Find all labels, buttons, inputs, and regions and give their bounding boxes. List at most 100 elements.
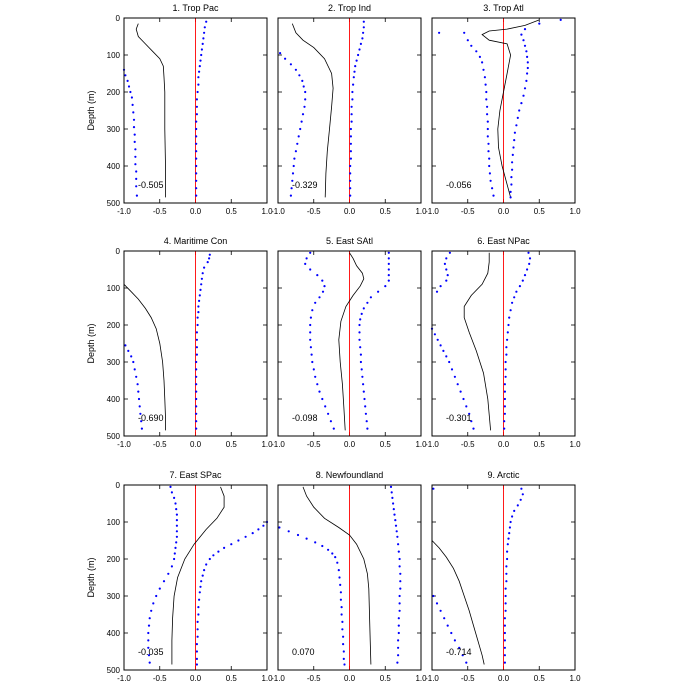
- x-tick-label: 1.0: [569, 207, 581, 216]
- lower-bound-dot: [147, 631, 150, 635]
- upper-bound-dot: [195, 650, 198, 653]
- upper-bound-dot: [359, 42, 362, 46]
- upper-bound-dot: [195, 663, 198, 666]
- upper-bound-dot: [195, 142, 198, 145]
- lower-bound-dot: [439, 609, 442, 612]
- upper-bound-dot: [200, 53, 203, 57]
- lower-bound-dot: [134, 155, 137, 158]
- lower-bound-dot: [439, 285, 442, 288]
- upper-bound-dot: [538, 22, 541, 25]
- lower-bound-dot: [175, 508, 178, 511]
- correlation-value: -0.035: [138, 647, 164, 657]
- lower-bound-dot: [298, 74, 301, 77]
- x-tick-label: 1.0: [261, 440, 273, 449]
- mean-profile-line: [302, 486, 372, 665]
- x-tick-label: -0.5: [307, 207, 321, 216]
- y-tick-label: 400: [107, 162, 121, 171]
- upper-bound-dot: [200, 283, 203, 286]
- upper-bound-dot: [393, 513, 396, 516]
- upper-bound-dot: [510, 515, 514, 518]
- upper-bound-dot: [525, 50, 528, 53]
- lower-bound-dot: [466, 39, 469, 42]
- x-tick-label: 0.5: [380, 440, 392, 449]
- upper-bound-dot: [349, 179, 352, 182]
- upper-bound-dot: [262, 524, 265, 527]
- lower-bound-dot: [492, 194, 495, 197]
- upper-bound-dot: [223, 546, 226, 550]
- upper-bound-dot: [358, 323, 361, 327]
- upper-bound-dot: [354, 65, 357, 68]
- upper-bound-dot: [518, 109, 521, 112]
- lower-bound-dot: [339, 598, 342, 601]
- x-tick-label: 1.0: [415, 207, 427, 216]
- upper-bound-dot: [257, 528, 260, 531]
- lower-bound-dot: [332, 427, 335, 430]
- lower-bound-dot: [327, 548, 330, 551]
- lower-bound-dot: [463, 31, 466, 34]
- lower-bound-dot: [135, 194, 138, 197]
- lower-bound-dot: [462, 397, 465, 401]
- upper-bound-dot: [195, 390, 198, 393]
- lower-bound-dot: [173, 557, 176, 561]
- lower-bound-dot: [341, 620, 344, 624]
- upper-bound-dot: [352, 76, 355, 79]
- lower-bound-dot: [486, 113, 489, 116]
- lower-bound-dot: [486, 135, 489, 138]
- panel-frame: [277, 17, 422, 204]
- upper-bound-dot: [349, 187, 352, 190]
- lower-bound-dot: [450, 368, 454, 371]
- lower-bound-dot: [321, 544, 324, 548]
- x-tick-label: -1.0: [271, 440, 285, 449]
- upper-bound-dot: [398, 565, 401, 568]
- lower-bound-dot: [486, 120, 489, 123]
- y-tick-label: 100: [107, 51, 121, 60]
- lower-bound-dot: [297, 135, 300, 138]
- y-axis-label: Depth (m): [86, 557, 96, 597]
- panel-2: 2. Trop Ind -1.0 -0.5 0.0 0.5 1.0 -0.329: [271, 3, 427, 216]
- lower-bound-dot: [150, 609, 153, 612]
- panel-title: 4. Maritime Con: [164, 236, 228, 246]
- lower-bound-dot: [135, 185, 138, 188]
- upper-bound-dot: [205, 20, 208, 23]
- upper-bound-dot: [509, 196, 512, 199]
- upper-bound-dot: [520, 33, 523, 36]
- lower-bound-dot: [472, 427, 475, 430]
- upper-bound-dot: [377, 290, 380, 293]
- upper-bound-dot: [195, 383, 198, 386]
- panel-8: 8. Newfoundland -1.0 -0.5 0.0 0.5 1.0 0.070: [271, 470, 427, 683]
- mean-profile-line: [123, 284, 166, 431]
- lower-bound-dot: [329, 420, 332, 423]
- lower-bound-dot: [296, 142, 299, 145]
- upper-bound-dot: [196, 628, 199, 631]
- y-tick-label: 400: [107, 629, 121, 638]
- upper-bound-dot: [195, 98, 198, 101]
- upper-bound-dot: [398, 557, 401, 561]
- upper-bound-dot: [503, 646, 506, 649]
- upper-bound-dot: [197, 606, 200, 609]
- upper-bound-dot: [195, 360, 198, 364]
- upper-bound-dot: [513, 131, 517, 134]
- panel-title: 5. East SAtl: [326, 236, 373, 246]
- lower-bound-dot: [309, 268, 312, 271]
- x-tick-label: 0.0: [344, 674, 356, 683]
- upper-bound-dot: [365, 420, 368, 423]
- upper-bound-dot: [203, 31, 206, 34]
- lower-bound-dot: [134, 148, 137, 151]
- lower-bound-dot: [291, 172, 295, 175]
- upper-bound-dot: [350, 105, 353, 108]
- upper-bound-dot: [195, 150, 198, 153]
- upper-bound-dot: [397, 617, 400, 620]
- upper-bound-dot: [351, 98, 354, 101]
- x-tick-label: 1.0: [569, 440, 581, 449]
- lower-bound-dot: [321, 279, 324, 282]
- upper-bound-dot: [195, 331, 198, 334]
- y-tick-label: 200: [107, 88, 121, 97]
- lower-bound-dot: [148, 661, 151, 664]
- lower-bound-dot: [170, 491, 173, 494]
- upper-bound-dot: [359, 360, 362, 364]
- upper-bound-dot: [349, 135, 352, 138]
- upper-bound-dot: [503, 420, 506, 423]
- lower-bound-dot: [318, 390, 321, 393]
- upper-bound-dot: [520, 102, 523, 105]
